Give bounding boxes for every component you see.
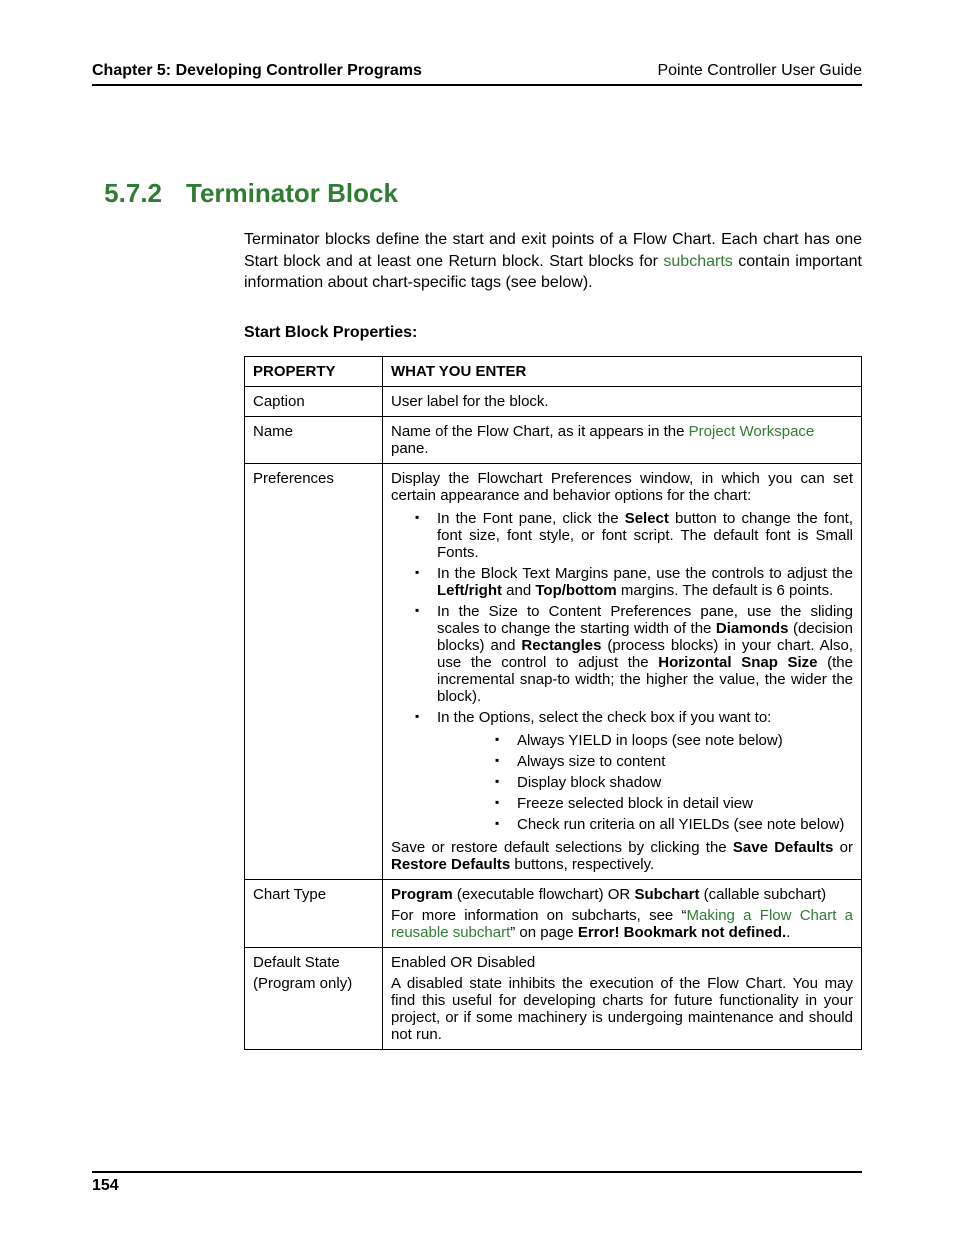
intro-paragraph: Terminator blocks define the start and e… bbox=[244, 229, 862, 294]
table-header-row: PROPERTY WHAT YOU ENTER bbox=[245, 356, 862, 386]
properties-table: PROPERTY WHAT YOU ENTER Caption User lab… bbox=[244, 356, 862, 1050]
page: Chapter 5: Developing Controller Program… bbox=[0, 0, 954, 1235]
cell-chart-type-value: Program (executable flowchart) OR Subcha… bbox=[383, 879, 862, 947]
cell-default-state-key: Default State (Program only) bbox=[245, 947, 383, 1049]
cell-caption-key: Caption bbox=[245, 386, 383, 416]
prefs-margins-mid: and bbox=[502, 582, 535, 599]
default-state-description: A disabled state inhibits the execution … bbox=[391, 975, 853, 1043]
prefs-tail-mid: or bbox=[833, 839, 853, 856]
cell-name-value: Name of the Flow Chart, as it appears in… bbox=[383, 416, 862, 463]
cell-preferences-key: Preferences bbox=[245, 463, 383, 879]
prefs-lead: Display the Flowchart Preferences window… bbox=[391, 470, 853, 504]
row-default-state: Default State (Program only) Enabled OR … bbox=[245, 947, 862, 1049]
chart-type-line1: Program (executable flowchart) OR Subcha… bbox=[391, 886, 853, 903]
header-guide: Pointe Controller User Guide bbox=[657, 62, 862, 80]
col-property: PROPERTY bbox=[245, 356, 383, 386]
cell-preferences-value: Display the Flowchart Preferences window… bbox=[383, 463, 862, 879]
default-state-program-only: (Program only) bbox=[253, 975, 374, 992]
opt-yield-loops: Always YIELD in loops (see note below) bbox=[437, 732, 853, 749]
subcharts-link[interactable]: subcharts bbox=[663, 253, 732, 270]
prefs-rectangles-bold: Rectangles bbox=[521, 637, 601, 654]
chart-type-error-bold: Error! Bookmark not defined. bbox=[578, 924, 786, 941]
row-preferences: Preferences Display the Flowchart Prefer… bbox=[245, 463, 862, 879]
cell-name-key: Name bbox=[245, 416, 383, 463]
chart-type-mid: (executable flowchart) OR bbox=[453, 886, 635, 903]
prefs-font-a: In the Font pane, click the bbox=[437, 510, 625, 527]
start-block-properties-heading: Start Block Properties: bbox=[244, 324, 862, 342]
prefs-diamonds-bold: Diamonds bbox=[716, 620, 789, 637]
row-chart-type: Chart Type Program (executable flowchart… bbox=[245, 879, 862, 947]
prefs-margins-a: In the Block Text Margins pane, use the … bbox=[437, 565, 853, 582]
prefs-options-item: In the Options, select the check box if … bbox=[391, 709, 853, 833]
prefs-tail-a: Save or restore default selections by cl… bbox=[391, 839, 733, 856]
section-heading: 5.7.2 Terminator Block bbox=[92, 178, 862, 209]
chart-type-line2: For more information on subcharts, see “… bbox=[391, 907, 853, 941]
page-number: 154 bbox=[92, 1177, 119, 1194]
name-text-post: pane. bbox=[391, 440, 429, 457]
row-caption: Caption User label for the block. bbox=[245, 386, 862, 416]
prefs-font-item: In the Font pane, click the Select butto… bbox=[391, 510, 853, 561]
cell-default-state-value: Enabled OR Disabled A disabled state inh… bbox=[383, 947, 862, 1049]
section-number: 5.7.2 bbox=[92, 178, 162, 209]
opt-block-shadow: Display block shadow bbox=[437, 774, 853, 791]
prefs-topbottom-bold: Top/bottom bbox=[535, 582, 616, 599]
prefs-select-bold: Select bbox=[625, 510, 669, 527]
col-what-you-enter: WHAT YOU ENTER bbox=[383, 356, 862, 386]
prefs-leftright-bold: Left/right bbox=[437, 582, 502, 599]
default-state-enabled-disabled: Enabled OR Disabled bbox=[391, 954, 853, 971]
chart-type-program-bold: Program bbox=[391, 886, 453, 903]
prefs-restore-defaults-bold: Restore Defaults bbox=[391, 856, 510, 873]
header-chapter: Chapter 5: Developing Controller Program… bbox=[92, 62, 422, 80]
chart-type-l2-post: . bbox=[786, 924, 790, 941]
chart-type-subchart-bold: Subchart bbox=[634, 886, 699, 903]
prefs-list: In the Font pane, click the Select butto… bbox=[391, 510, 853, 833]
section-title: Terminator Block bbox=[186, 178, 398, 209]
prefs-tail: Save or restore default selections by cl… bbox=[391, 839, 853, 873]
prefs-hss-bold: Horizontal Snap Size bbox=[658, 654, 817, 671]
prefs-margins-item: In the Block Text Margins pane, use the … bbox=[391, 565, 853, 599]
default-state-label: Default State bbox=[253, 954, 374, 971]
cell-caption-value: User label for the block. bbox=[383, 386, 862, 416]
row-name: Name Name of the Flow Chart, as it appea… bbox=[245, 416, 862, 463]
chart-type-post: (callable subchart) bbox=[699, 886, 826, 903]
prefs-options-sublist: Always YIELD in loops (see note below) A… bbox=[437, 732, 853, 833]
body-block: Terminator blocks define the start and e… bbox=[244, 229, 862, 1050]
opt-freeze-block: Freeze selected block in detail view bbox=[437, 795, 853, 812]
name-text-pre: Name of the Flow Chart, as it appears in… bbox=[391, 423, 689, 440]
prefs-margins-b: margins. The default is 6 points. bbox=[617, 582, 834, 599]
prefs-save-defaults-bold: Save Defaults bbox=[733, 839, 833, 856]
prefs-tail-b: buttons, respectively. bbox=[510, 856, 654, 873]
chart-type-l2-mid: ” on page bbox=[510, 924, 578, 941]
chart-type-l2-pre: For more information on subcharts, see “ bbox=[391, 907, 687, 924]
opt-check-run-criteria: Check run criteria on all YIELDs (see no… bbox=[437, 816, 853, 833]
project-workspace-link[interactable]: Project Workspace bbox=[689, 423, 815, 440]
running-header: Chapter 5: Developing Controller Program… bbox=[92, 62, 862, 86]
prefs-options-lead: In the Options, select the check box if … bbox=[437, 709, 771, 726]
page-footer: 154 bbox=[92, 1171, 862, 1195]
cell-chart-type-key: Chart Type bbox=[245, 879, 383, 947]
prefs-size-item: In the Size to Content Preferences pane,… bbox=[391, 603, 853, 705]
opt-size-to-content: Always size to content bbox=[437, 753, 853, 770]
